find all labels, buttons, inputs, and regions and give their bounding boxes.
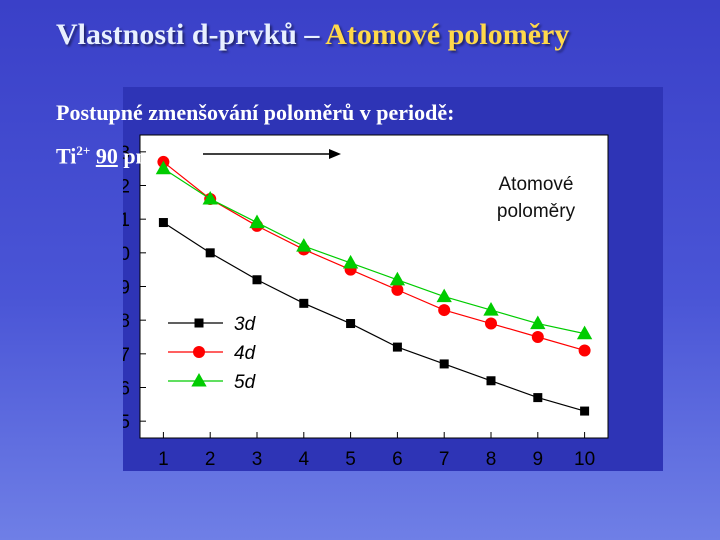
x-tick-label: 3 [252,449,263,470]
ion-left-symbol: Ti [56,143,77,169]
y-tick-label: 1.5 [123,412,130,433]
data-point-4d [485,317,497,330]
chart-panel: 1.51.61.71.81.92.02.12.22.312345678910nR… [123,87,663,471]
x-tick-label: 1 [158,449,169,470]
ion-left-charge: 2+ [76,143,91,158]
data-point-4d [531,331,544,343]
data-point-3d [486,376,496,386]
data-point-4d [391,283,404,296]
data-point-5d [530,315,546,330]
y-tick-label: 1.6 [123,379,130,400]
slide-title: Vlastnosti d-prvků – Atomové poloměry [56,18,569,52]
y-tick-label: 2.2 [123,177,130,198]
y-tick-label: 1.9 [123,278,130,299]
data-point-5d [389,271,406,286]
chart-title-line2: poloměry [497,201,576,222]
data-point-3d [533,393,543,403]
ion-right-symbol: Cu [368,143,397,169]
x-tick-label: 5 [345,449,356,470]
data-point-5d [296,238,312,252]
x-tick-label: 10 [574,449,595,470]
series-line-5d [163,168,585,335]
series-line-4d [163,161,585,352]
y-tick-label: 2.3 [123,143,130,164]
ion-left: Ti2+ 90 pm [56,143,154,169]
data-point-4d [578,344,591,357]
plot-area [139,134,609,439]
data-point-3d [580,406,590,416]
legend-label-5d: 5d [234,372,257,393]
data-point-3d [158,218,168,228]
data-point-5d [249,214,265,229]
data-point-3d [299,298,309,308]
y-tick-label: 2.1 [123,210,130,231]
data-point-3d [205,248,215,258]
ion-right-unit: pm [443,143,474,169]
x-tick-label: 2 [205,449,216,470]
data-point-5d [576,325,593,340]
data-point-5d [155,160,172,175]
series-line-3d [163,222,585,412]
data-point-4d [438,304,451,317]
data-point-5d [436,288,452,303]
ion-right-charge: 2+ [396,143,411,158]
x-tick-label: 6 [392,449,403,470]
legend-label-4d: 4d [234,343,257,364]
x-tick-label: 8 [486,449,497,470]
legend-marker-3d [194,318,204,328]
chart-svg: 1.51.61.71.81.92.02.12.22.312345678910nR… [123,134,609,471]
data-point-5d [483,302,499,316]
y-tick-label: 1.7 [123,345,130,366]
legend-marker-5d [191,372,207,387]
x-tick-label: 4 [299,449,310,470]
ion-left-unit: pm [123,143,154,169]
y-tick-label: 2.0 [123,244,130,265]
ion-right: Cu2+ 72 pm [368,143,474,169]
x-tick-label: 7 [439,449,450,470]
chart-title-line1: Atomové [499,174,574,195]
x-tick-label: 9 [533,449,544,470]
data-point-3d [392,342,402,352]
data-point-5d [202,190,218,205]
legend-label-3d: 3d [234,314,257,335]
title-part-1: Vlastnosti d-prvků – [56,18,320,51]
data-point-3d [439,359,449,369]
x-axis-label: n [363,467,373,471]
ion-left-value: 90 [95,143,118,169]
data-point-3d [252,275,262,285]
subtitle: Postupné zmenšování poloměrů v periodě: [56,100,455,125]
data-point-3d [346,319,356,329]
ion-right-value: 72 [415,143,438,169]
legend-marker-4d [193,346,205,358]
data-point-5d [342,254,359,269]
title-part-2: Atomové poloměry [325,18,570,51]
arrow-icon [203,149,341,159]
y-tick-label: 1.8 [123,311,130,332]
